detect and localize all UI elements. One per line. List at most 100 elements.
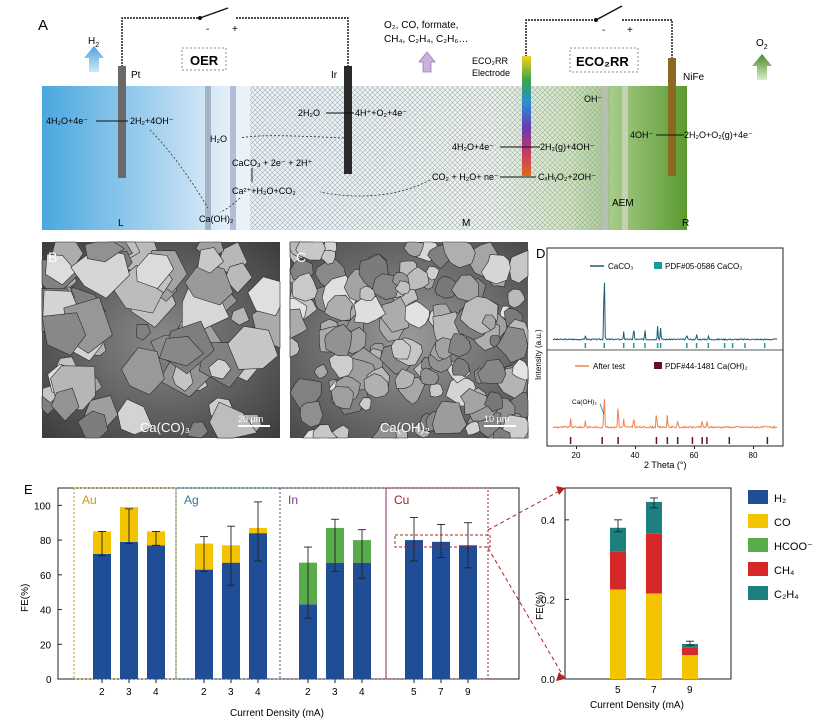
sem-c-scale: 10 µm	[484, 414, 509, 424]
panel-e-fe-chart: E 0 20 40 60 80 100 Au 2 3 4 Ag 2 3 4 In 2 3 4 Cu 5 7 9 FE(%)…	[20, 482, 813, 719]
sem-particle	[209, 401, 258, 439]
sem-particle	[489, 335, 501, 348]
eco2rr-switch-minus: -	[602, 25, 605, 36]
panel-a-schematic: A - + - + H2 O2 O₂, CO, formate, CH₄, C₂…	[38, 5, 772, 230]
legend-swatch-co	[748, 514, 768, 528]
rxn-ox-2: 4H⁺+O₂+4e⁻	[355, 108, 407, 118]
zoom-region	[394, 534, 491, 548]
rxn-h2o-arrow	[239, 135, 345, 139]
x-tick-label: 7	[438, 687, 444, 698]
sem-particle	[477, 359, 507, 384]
inset-x-tick-label: 5	[615, 685, 621, 696]
legend-hcooh: HCOO⁻	[774, 541, 813, 553]
legend-ch4: CH₄	[774, 565, 795, 577]
oer-label: OER	[190, 53, 219, 68]
oer-switch[interactable]	[199, 7, 229, 19]
fe-bar	[459, 545, 477, 679]
eco2rr-switch[interactable]	[595, 5, 623, 21]
sem-particle	[403, 241, 425, 258]
sem-particle	[390, 338, 411, 360]
y-tick-label: 20	[40, 640, 52, 651]
sem-b-label: Ca(CO)₃	[140, 420, 190, 435]
sem-particle	[371, 422, 397, 439]
rxn-right-2: 2H₂O+O₂(g)+4e⁻	[684, 130, 753, 140]
panel-label-d: D	[536, 246, 545, 261]
panel-c-sem: C Ca(OH)₂ 10 µm	[289, 241, 529, 439]
oer-circuit-wire	[121, 17, 349, 80]
inset-bar	[682, 647, 698, 656]
eco2rr-switch-plus: +	[627, 25, 633, 36]
zone-r-label: R	[682, 218, 689, 229]
xrd-xlabel: 2 Theta (°)	[644, 460, 686, 470]
fe-bar	[353, 562, 371, 679]
rxn-co2: CO₂ + H₂O+ ne⁻	[432, 172, 499, 182]
inset-y-tick-label: 0.0	[541, 675, 555, 686]
sem-particle	[77, 410, 109, 439]
sem-particle	[363, 373, 389, 399]
xrd-tick-label: 80	[749, 451, 758, 460]
panel-label-c: C	[296, 249, 306, 265]
sem-particle	[135, 253, 174, 289]
sem-particle	[358, 397, 372, 411]
xrd-tick-label: 60	[690, 451, 699, 460]
rxn-ca-arrow	[219, 197, 241, 213]
sem-particle	[429, 383, 444, 398]
legend: H₂ CO HCOO⁻ CH₄ C₂H₄	[748, 490, 813, 601]
eco2rr-label: ECO₂RR	[576, 54, 629, 69]
sem-particle	[45, 253, 77, 286]
eco2rr-switch-pivot	[594, 18, 598, 22]
group-label: Au	[82, 493, 97, 507]
products-line2: CH₄, C₂H₄, C₂H₆…	[384, 34, 468, 45]
legend-h2: H₂	[774, 493, 786, 505]
xrd-legend-3: After test	[593, 362, 626, 371]
gas-h2-label: H2	[88, 36, 99, 49]
sem-particle	[480, 254, 511, 285]
sem-particle	[289, 308, 308, 339]
products-arrow-icon	[418, 51, 436, 73]
sem-particle	[353, 296, 387, 324]
xrd-legend-box-2	[654, 262, 662, 269]
sem-particle	[359, 285, 376, 302]
oer-switch-plus: +	[232, 24, 238, 35]
zone-m-label: M	[462, 218, 470, 229]
group-label: Ag	[184, 493, 199, 507]
xrd-legend-2: PDF#05-0586 CaCO₃	[665, 262, 743, 271]
rxn-ox-1: 2H₂O	[298, 108, 320, 118]
rxn-co2-loop-arrow	[319, 179, 431, 197]
sem-particle	[224, 262, 253, 294]
sem-particle	[394, 368, 416, 390]
pt-electrode	[118, 66, 126, 178]
sem-particle	[197, 247, 224, 274]
sem-particle	[420, 367, 440, 386]
inset-x-tick-label: 9	[687, 685, 693, 696]
xrd-caco3-trace	[552, 282, 778, 342]
x-tick-label: 2	[305, 687, 311, 698]
panel-label-e: E	[24, 482, 33, 497]
y-tick-label: 100	[34, 501, 51, 512]
fe-bar	[147, 545, 165, 679]
aem-membrane	[602, 86, 608, 230]
panel-d-xrd: D CaCO₃ PDF#05-0586 CaCO₃ After test PDF…	[534, 246, 784, 470]
y-tick-label: 60	[40, 571, 52, 582]
oh-label: OH⁻	[584, 94, 603, 104]
panel-b-sem: B Ca(CO)₃ 20 µm	[41, 241, 281, 439]
oer-switch-pivot	[198, 16, 202, 20]
sem-particle	[404, 300, 430, 329]
legend-swatch-h2	[748, 490, 768, 504]
zoom-arrow-bottom-icon	[556, 672, 565, 681]
sem-particle	[481, 314, 497, 331]
sem-particle	[434, 275, 459, 299]
products-line1: O₂, CO, formate,	[384, 20, 458, 31]
xrd-legend-box-4	[654, 362, 662, 369]
xrd-ylabel: Intensity (a.u.)	[534, 329, 543, 380]
aem-label: AEM	[612, 198, 634, 209]
inset-bar	[610, 527, 626, 552]
inset-bar	[646, 501, 662, 534]
fe-bar	[195, 569, 213, 679]
fe-bar	[222, 562, 240, 679]
eco2rr-box	[569, 47, 639, 73]
sem-particle	[460, 388, 489, 415]
xrd-frame	[546, 247, 784, 447]
pt-label: Pt	[131, 70, 141, 81]
